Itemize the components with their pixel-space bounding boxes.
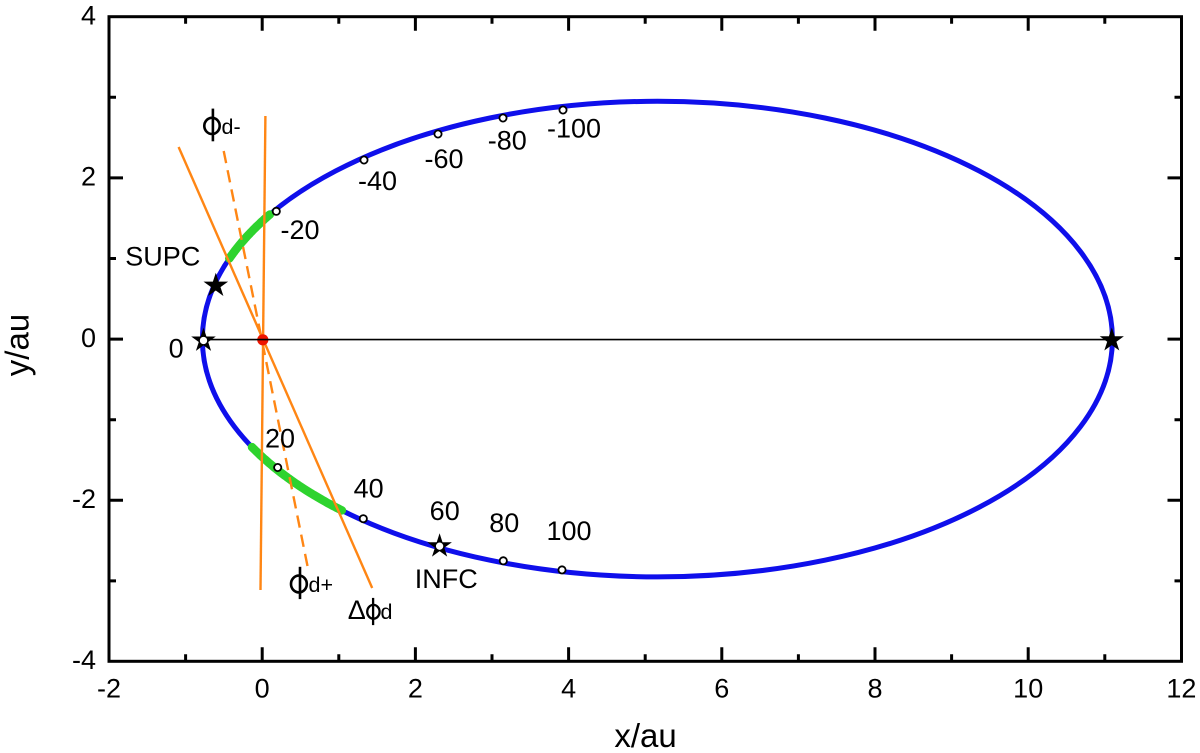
svg-text:4: 4 bbox=[561, 673, 576, 703]
svg-text:60: 60 bbox=[430, 496, 460, 526]
svg-text:-2: -2 bbox=[72, 484, 96, 514]
svg-text:12: 12 bbox=[1166, 673, 1196, 703]
svg-text:INFC: INFC bbox=[415, 564, 478, 594]
svg-text:Δ: Δ bbox=[348, 595, 366, 625]
svg-text:100: 100 bbox=[546, 516, 591, 546]
svg-text:d-: d- bbox=[222, 115, 241, 139]
svg-text:2: 2 bbox=[81, 162, 96, 192]
svg-text:-80: -80 bbox=[488, 125, 527, 155]
svg-text:8: 8 bbox=[867, 673, 882, 703]
svg-text:y/au: y/au bbox=[0, 314, 36, 376]
svg-text:0: 0 bbox=[255, 673, 270, 703]
svg-text:6: 6 bbox=[714, 673, 729, 703]
svg-text:-100: -100 bbox=[547, 113, 601, 143]
svg-text:0: 0 bbox=[169, 333, 184, 363]
svg-text:-40: -40 bbox=[358, 166, 397, 196]
svg-text:80: 80 bbox=[489, 508, 519, 538]
svg-text:-60: -60 bbox=[424, 144, 463, 174]
svg-text:10: 10 bbox=[1013, 673, 1043, 703]
svg-text:-20: -20 bbox=[281, 215, 320, 245]
svg-text:4: 4 bbox=[81, 0, 96, 30]
svg-text:-2: -2 bbox=[97, 673, 121, 703]
svg-text:40: 40 bbox=[354, 473, 384, 503]
svg-text:d+: d+ bbox=[309, 573, 334, 597]
svg-text:2: 2 bbox=[408, 673, 423, 703]
svg-text:20: 20 bbox=[265, 423, 295, 453]
svg-text:0: 0 bbox=[81, 323, 96, 353]
svg-text:x/au: x/au bbox=[614, 717, 676, 748]
svg-text:d: d bbox=[381, 600, 393, 624]
svg-text:SUPC: SUPC bbox=[125, 242, 200, 272]
svg-text:-4: -4 bbox=[72, 645, 96, 675]
